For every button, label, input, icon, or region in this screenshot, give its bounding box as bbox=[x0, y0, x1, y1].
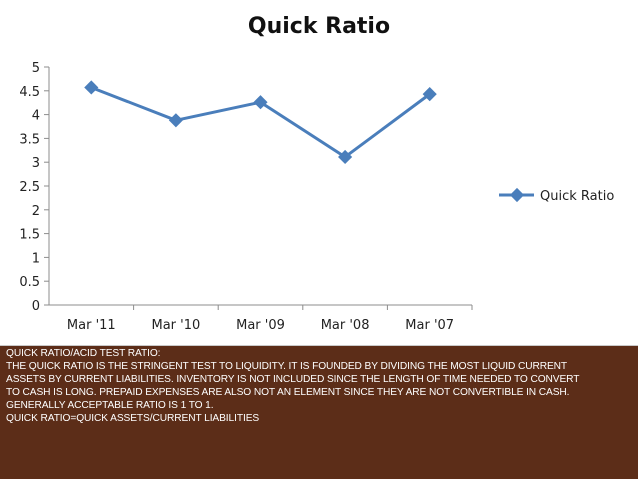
x-tick-label: Mar '08 bbox=[321, 318, 370, 333]
y-tick-label: 3 bbox=[32, 156, 40, 171]
data-point bbox=[422, 87, 437, 102]
x-tick-label: Mar '10 bbox=[152, 318, 201, 333]
y-tick-label: 0 bbox=[32, 299, 40, 314]
line-chart: 0 0.5 1 1.5 2 2.5 3 3.5 4 4.5 5 Mar '11 Mar '10 Mar '… bbox=[19, 61, 614, 333]
data-point bbox=[168, 113, 183, 128]
chart-title: Quick Ratio bbox=[247, 14, 391, 39]
x-tick-label: Mar '11 bbox=[67, 318, 116, 333]
data-point bbox=[253, 95, 268, 110]
data-point bbox=[338, 149, 353, 165]
text-line: QUICK RATIO=QUICK ASSETS/CURRENT LIABILI… bbox=[6, 412, 260, 424]
y-tick-label: 5 bbox=[32, 61, 40, 76]
legend-marker bbox=[509, 187, 525, 203]
text-line: GENERALLY ACCEPTABLE RATIO IS 1 TO 1. bbox=[6, 399, 214, 411]
y-tick-label: 3.5 bbox=[19, 132, 40, 147]
y-tick-label: 1 bbox=[32, 251, 40, 266]
y-tick-label: 2 bbox=[32, 204, 40, 219]
y-tick-label: 1.5 bbox=[19, 228, 40, 243]
x-tick-label: Mar '09 bbox=[236, 318, 285, 333]
text-line: THE QUICK RATIO IS THE STRINGENT TEST TO… bbox=[6, 360, 568, 372]
y-tick-label: 4.5 bbox=[19, 85, 40, 100]
data-point bbox=[84, 80, 99, 95]
y-tick-label: 2.5 bbox=[19, 180, 40, 195]
text-line: TO CASH IS LONG. PREPAID EXPENSES ARE AL… bbox=[6, 386, 570, 398]
x-tick-label: Mar '07 bbox=[405, 318, 454, 333]
y-tick-label: 4 bbox=[32, 109, 40, 124]
text-line: QUICK RATIO/ACID TEST RATIO: bbox=[6, 348, 161, 359]
text-line: ASSETS BY CURRENT LIABILITIES. INVENTORY… bbox=[6, 373, 580, 385]
chart-panel: Quick Ratio 0 0.5 1 1.5 2 2.5 3 3.5 4 4.5 5 Mar '11… bbox=[0, 0, 638, 346]
y-tick-label: 0.5 bbox=[19, 275, 40, 290]
tick-labels: 0 0.5 1 1.5 2 2.5 3 3.5 4 4.5 5 Mar '11 Mar '10 Mar '… bbox=[19, 61, 473, 333]
description-text: QUICK RATIO/ACID TEST RATIO: THE QUICK R… bbox=[6, 348, 632, 425]
chart-legend: Quick Ratio bbox=[499, 187, 614, 204]
legend-label: Quick Ratio bbox=[540, 189, 614, 204]
plot-area bbox=[84, 80, 437, 165]
